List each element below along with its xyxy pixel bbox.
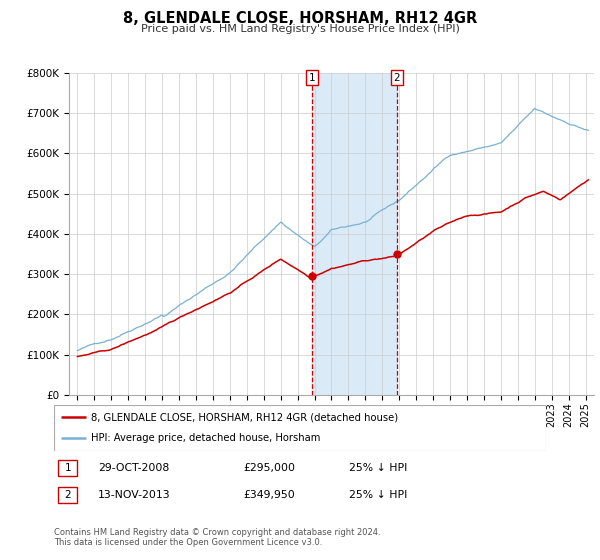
Text: 1: 1	[308, 73, 315, 83]
Text: HPI: Average price, detached house, Horsham: HPI: Average price, detached house, Hors…	[91, 433, 320, 444]
FancyBboxPatch shape	[58, 487, 77, 503]
Text: 13-NOV-2013: 13-NOV-2013	[98, 490, 171, 500]
Text: 1: 1	[64, 463, 71, 473]
FancyBboxPatch shape	[58, 460, 77, 476]
Text: This data is licensed under the Open Government Licence v3.0.: This data is licensed under the Open Gov…	[54, 538, 322, 547]
Bar	[311, 73, 397, 395]
Text: £295,000: £295,000	[244, 463, 295, 473]
Text: 25% ↓ HPI: 25% ↓ HPI	[349, 490, 407, 500]
Text: £349,950: £349,950	[244, 490, 295, 500]
Text: 29-OCT-2008: 29-OCT-2008	[98, 463, 170, 473]
Text: 2: 2	[64, 490, 71, 500]
Text: Price paid vs. HM Land Registry's House Price Index (HPI): Price paid vs. HM Land Registry's House …	[140, 24, 460, 34]
Text: 2: 2	[394, 73, 400, 83]
FancyBboxPatch shape	[54, 405, 546, 451]
Text: 8, GLENDALE CLOSE, HORSHAM, RH12 4GR (detached house): 8, GLENDALE CLOSE, HORSHAM, RH12 4GR (de…	[91, 412, 398, 422]
Text: Contains HM Land Registry data © Crown copyright and database right 2024.: Contains HM Land Registry data © Crown c…	[54, 528, 380, 536]
Text: 25% ↓ HPI: 25% ↓ HPI	[349, 463, 407, 473]
Text: 8, GLENDALE CLOSE, HORSHAM, RH12 4GR: 8, GLENDALE CLOSE, HORSHAM, RH12 4GR	[123, 11, 477, 26]
